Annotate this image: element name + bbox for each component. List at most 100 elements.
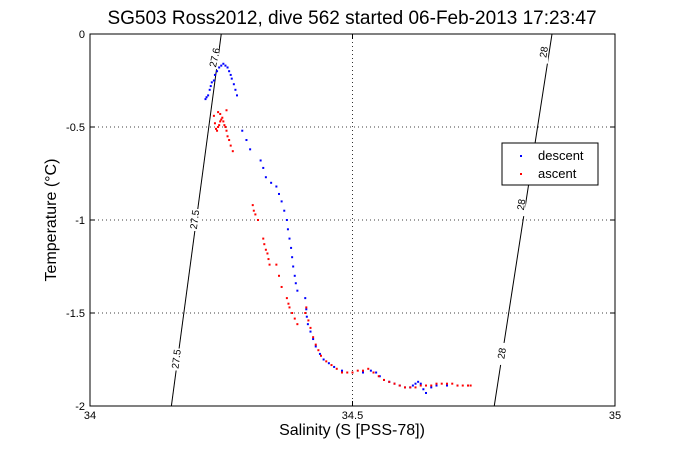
descent-point bbox=[293, 274, 296, 277]
descent-point bbox=[290, 246, 293, 249]
legend-marker-descent bbox=[520, 155, 522, 157]
descent-point bbox=[341, 369, 343, 372]
descent-point bbox=[262, 166, 265, 169]
descent-point bbox=[362, 371, 364, 374]
descent-point bbox=[435, 384, 438, 387]
descent-point bbox=[236, 94, 238, 97]
descent-point bbox=[283, 209, 286, 212]
ascent-point bbox=[393, 382, 396, 385]
contour-label: 27.5 bbox=[189, 209, 203, 230]
ascent-point bbox=[398, 384, 401, 387]
ascent-point bbox=[264, 248, 267, 251]
descent-point bbox=[305, 308, 308, 311]
ascent-point bbox=[293, 317, 296, 320]
y-tick-label: 0 bbox=[79, 29, 85, 41]
descent-point bbox=[286, 228, 289, 231]
descent-point bbox=[249, 148, 252, 151]
y-tick-label: -0.5 bbox=[66, 122, 85, 134]
descent-point bbox=[259, 159, 262, 162]
descent-point bbox=[205, 96, 208, 99]
ascent-point bbox=[267, 258, 270, 261]
ascent-point bbox=[388, 380, 391, 383]
descent-point bbox=[216, 70, 219, 73]
descent-point bbox=[369, 369, 372, 372]
ascent-point bbox=[285, 297, 288, 300]
data-points bbox=[204, 62, 472, 394]
ascent-point bbox=[469, 384, 472, 387]
ascent-point bbox=[262, 237, 265, 240]
ascent-point bbox=[231, 150, 234, 153]
ascent-point bbox=[330, 364, 333, 367]
ascent-point bbox=[425, 384, 427, 387]
legend-box bbox=[501, 142, 599, 186]
descent-point bbox=[378, 375, 381, 378]
descent-point bbox=[275, 185, 278, 188]
descent-point bbox=[318, 352, 321, 355]
density-contours: 27.5 27.5 27.6 28 28 28 bbox=[170, 33, 553, 407]
ascent-point bbox=[309, 326, 312, 329]
ascent-point bbox=[317, 349, 320, 352]
descent-point bbox=[292, 265, 295, 268]
descent-point bbox=[430, 386, 433, 389]
x-axis-label: Salinity (S [PSS-78]) bbox=[279, 422, 425, 439]
ascent-point bbox=[263, 243, 266, 246]
ascent-point bbox=[268, 263, 271, 266]
ascent-point bbox=[414, 386, 417, 389]
descent-point bbox=[245, 139, 248, 142]
contour-label: 28 bbox=[516, 198, 529, 211]
ascent-point bbox=[218, 124, 221, 127]
ascent-point bbox=[252, 209, 255, 212]
legend: descent ascent bbox=[501, 142, 599, 186]
ascent-point bbox=[217, 111, 220, 114]
ascent-point bbox=[223, 124, 226, 127]
descent-point bbox=[209, 85, 212, 88]
descent-point bbox=[222, 62, 225, 65]
y-tick-label: -1.5 bbox=[66, 308, 85, 320]
ascent-point bbox=[215, 127, 217, 130]
descent-point bbox=[419, 382, 422, 385]
x-tick-label: 34 bbox=[84, 410, 96, 422]
descent-point bbox=[210, 81, 213, 84]
ascent-point bbox=[296, 323, 299, 326]
ascent-point bbox=[404, 386, 406, 389]
descent-point bbox=[224, 64, 227, 67]
ascent-point bbox=[341, 371, 343, 374]
contour-label: 27.5 bbox=[170, 348, 184, 369]
descent-point bbox=[208, 88, 211, 91]
contour-label-bg bbox=[191, 209, 199, 231]
legend-label-descent: descent bbox=[538, 148, 584, 163]
descent-point bbox=[226, 66, 229, 69]
descent-point bbox=[218, 66, 221, 69]
ascent-point bbox=[225, 129, 228, 132]
ascent-point bbox=[312, 336, 315, 339]
ascent-point bbox=[278, 274, 280, 277]
descent-point bbox=[213, 73, 216, 76]
descent-point bbox=[212, 79, 215, 82]
descent-point bbox=[296, 289, 299, 292]
descent-point bbox=[234, 88, 237, 91]
ascent-point bbox=[356, 369, 359, 372]
ascent-point bbox=[213, 122, 216, 125]
ascent-point bbox=[456, 384, 459, 387]
ascent-point bbox=[288, 306, 291, 309]
ascent-point bbox=[377, 375, 380, 378]
ascent-point bbox=[362, 369, 364, 372]
ascent-point bbox=[461, 384, 464, 387]
ascent-point bbox=[212, 114, 215, 117]
contour-label-bg bbox=[517, 194, 526, 217]
x-tick-label: 34.5 bbox=[342, 410, 363, 422]
x-tick-label: 35 bbox=[609, 410, 621, 422]
contour-label: 28 bbox=[538, 45, 551, 58]
contour-label-bg bbox=[172, 348, 181, 371]
ascent-point bbox=[440, 382, 443, 385]
descent-point bbox=[264, 176, 267, 179]
ascent-point bbox=[222, 120, 225, 123]
descent-point bbox=[232, 83, 235, 86]
descent-point bbox=[314, 345, 317, 348]
descent-point bbox=[422, 388, 425, 391]
ascent-point bbox=[257, 219, 259, 221]
descent-point bbox=[204, 98, 207, 101]
y-tick-label: -2 bbox=[75, 401, 85, 413]
ascent-point bbox=[451, 382, 454, 385]
